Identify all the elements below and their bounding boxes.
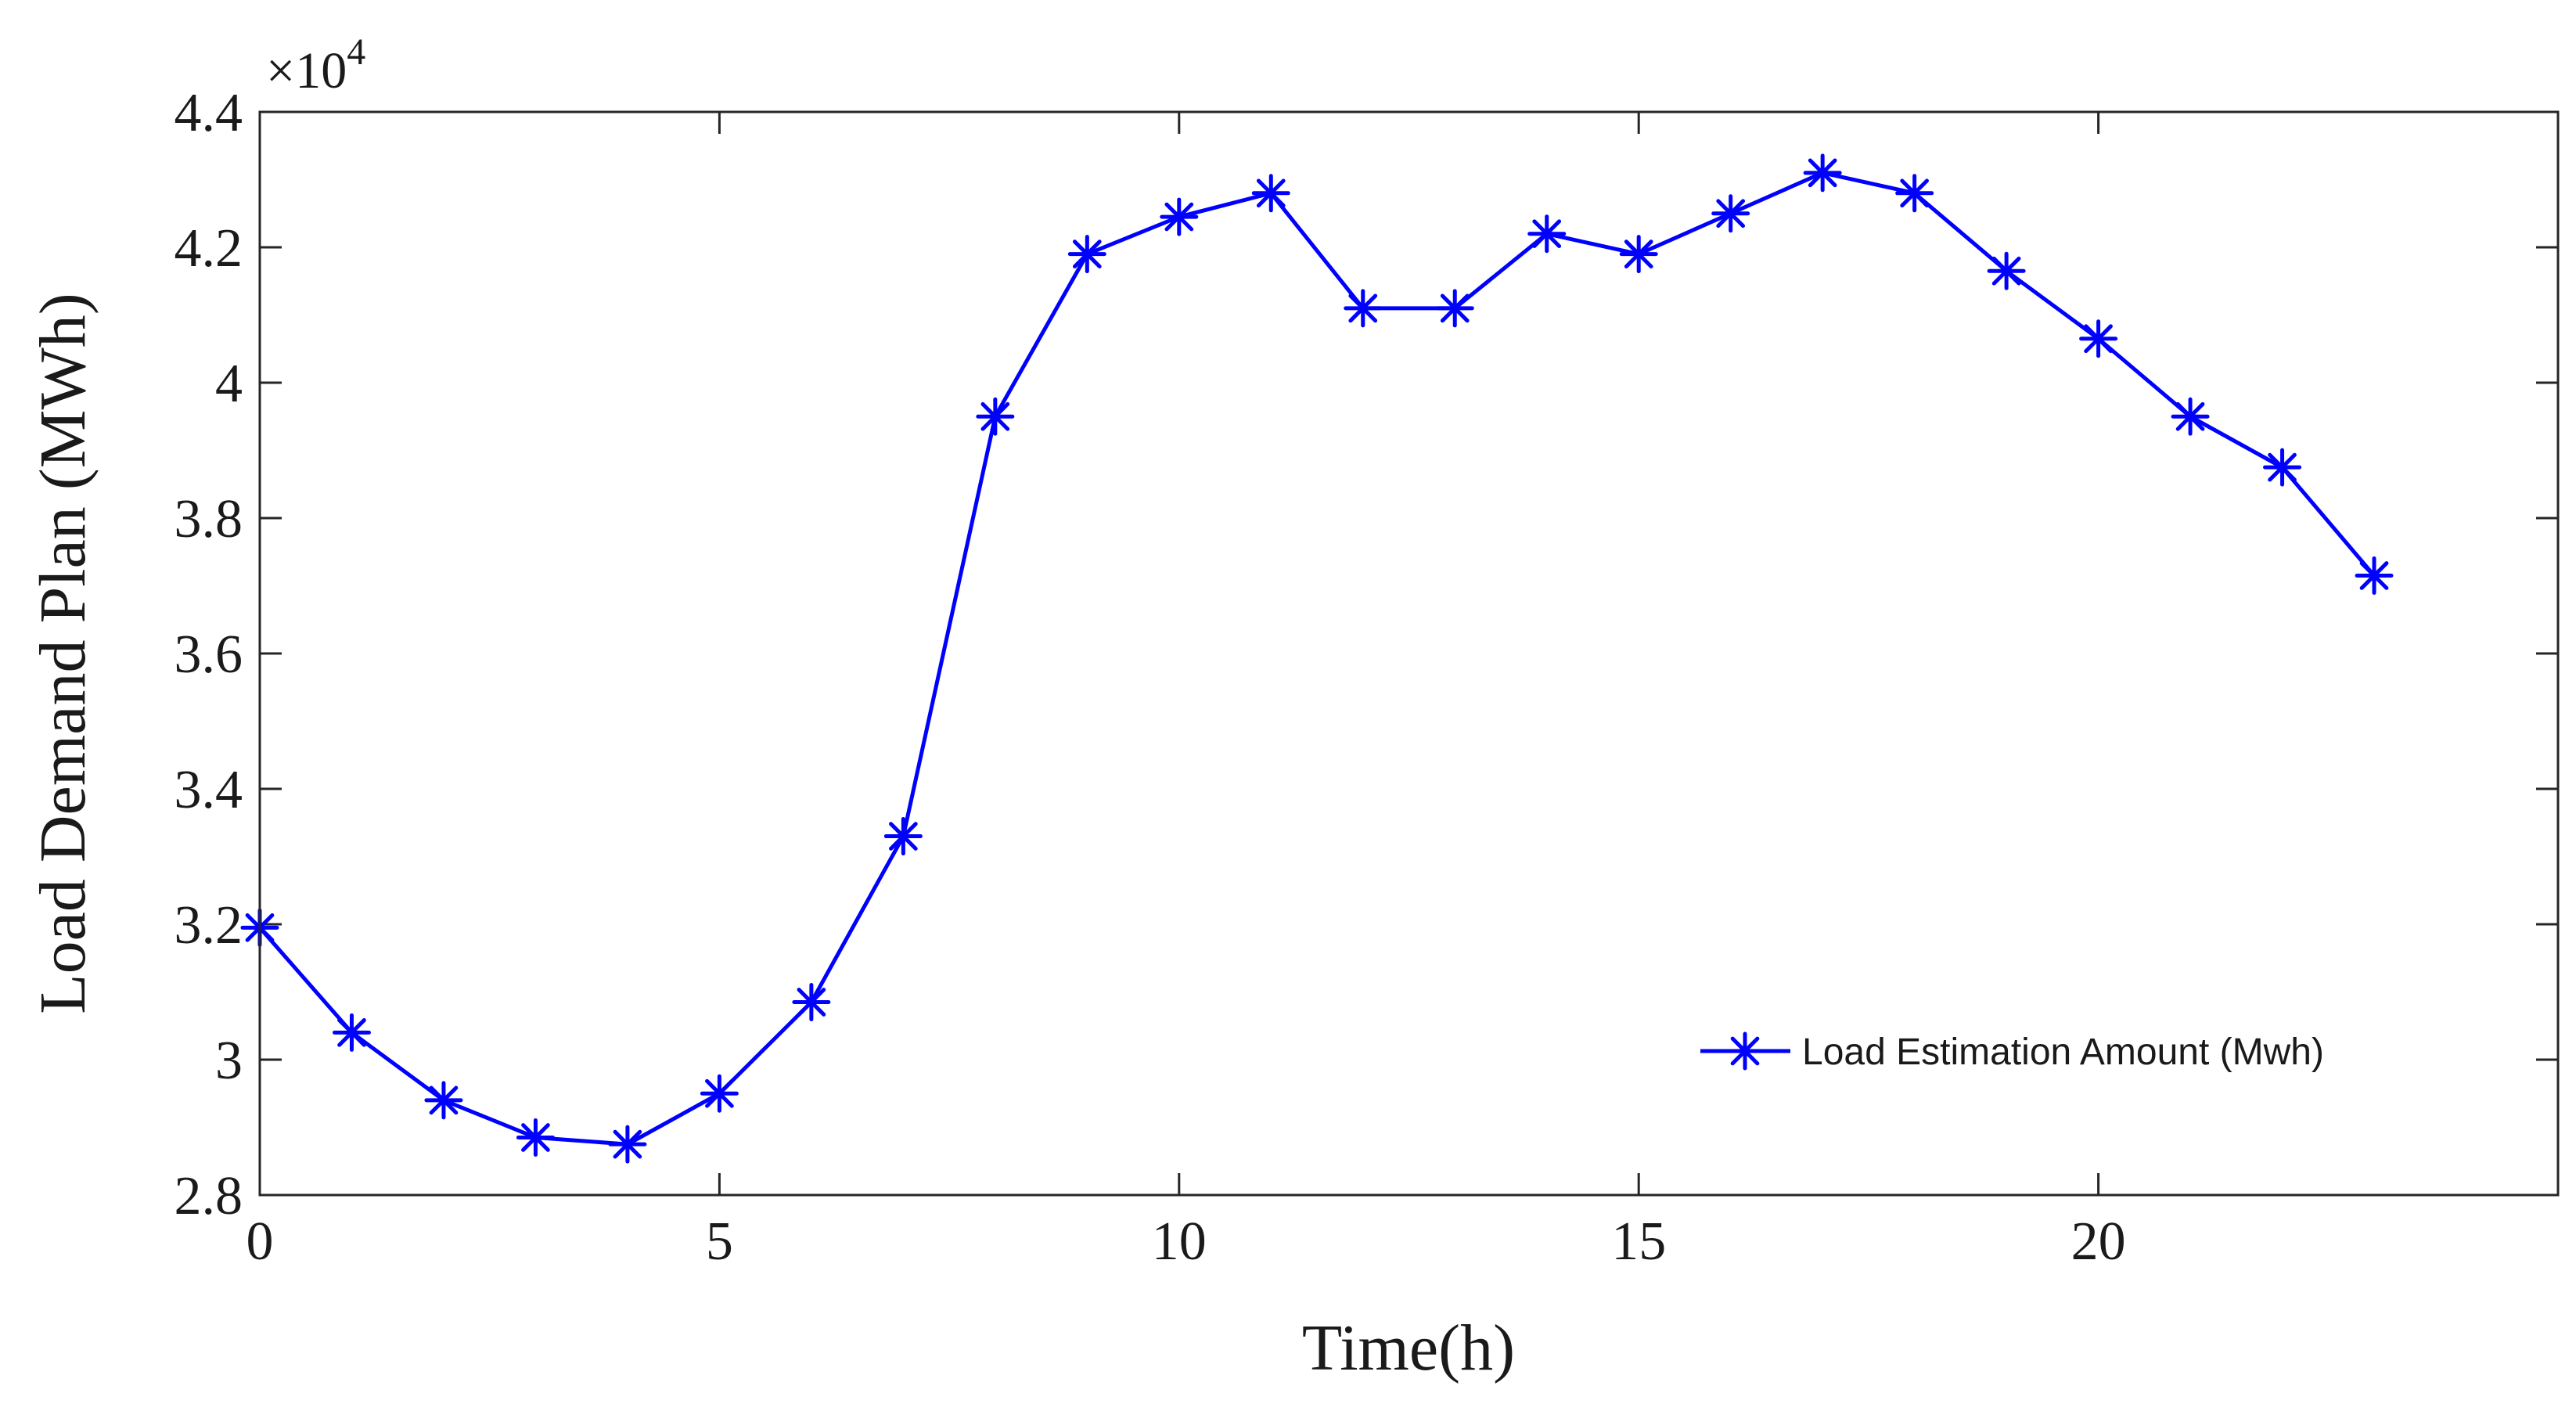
y-exponent-power: 4 — [347, 31, 365, 73]
marker-stroke — [2359, 561, 2389, 590]
y-tick-label: 3 — [215, 1031, 243, 1091]
plot-frame — [258, 110, 2560, 1197]
marker-stroke — [1730, 1036, 1760, 1066]
marker-stroke — [2084, 324, 2113, 354]
x-tick-label: 15 — [1611, 1211, 1666, 1272]
data-point — [1435, 289, 1474, 328]
marker-stroke — [1440, 293, 1470, 323]
marker-stroke — [1072, 239, 1102, 268]
x-tick-label: 0 — [246, 1211, 274, 1272]
x-tick-label: 10 — [1152, 1211, 1207, 1272]
legend-label: Load Estimation Amount (Mwh) — [1802, 1031, 2324, 1073]
data-point — [1160, 197, 1199, 236]
marker-stroke — [1256, 178, 1286, 208]
data-point — [608, 1125, 647, 1164]
legend: Load Estimation Amount (Mwh) — [1700, 1031, 2324, 1073]
y-tick-label: 4.2 — [174, 218, 243, 279]
y-tick-label: 2.8 — [174, 1166, 243, 1226]
x-axis-label: Time(h) — [1302, 1312, 1515, 1384]
marker-stroke — [1808, 158, 1837, 188]
data-point — [1895, 174, 1934, 213]
data-point — [2079, 319, 2118, 358]
x-axis: 0 5 10 15 20 — [246, 112, 2126, 1272]
marker-stroke — [705, 1078, 734, 1108]
marker-stroke — [1532, 219, 1562, 249]
y-tick-label: 4 — [215, 354, 243, 414]
marker-stroke — [797, 988, 826, 1017]
data-point — [2355, 556, 2394, 596]
data-point — [1251, 174, 1290, 213]
y-exponent-label: ×104 — [266, 31, 365, 99]
data-point — [332, 1013, 371, 1052]
marker-stroke — [1624, 239, 1653, 268]
y-tick-label: 3.6 — [174, 625, 243, 685]
marker-stroke — [1900, 178, 1929, 208]
y-tick-label: 3.2 — [174, 895, 243, 956]
data-point — [883, 817, 923, 856]
data-point — [2263, 448, 2302, 487]
marker-stroke — [613, 1129, 642, 1159]
data-point — [2171, 397, 2210, 436]
y-tick-label: 3.4 — [174, 760, 243, 820]
marker-stroke — [1348, 293, 1378, 323]
x-tick-label: 5 — [706, 1211, 733, 1272]
data-point — [516, 1118, 555, 1157]
marker-stroke — [889, 822, 918, 851]
y-tick-label: 4.4 — [174, 83, 243, 143]
marker-stroke — [429, 1085, 459, 1115]
y-exponent-base: ×10 — [266, 42, 347, 99]
y-tick-label: 3.8 — [174, 489, 243, 549]
data-point — [1067, 235, 1106, 274]
x-tick-label: 20 — [2071, 1211, 2126, 1272]
data-point — [1803, 153, 1842, 193]
data-point — [1987, 251, 2026, 290]
marker-stroke — [1716, 199, 1746, 229]
data-point — [1711, 194, 1750, 233]
data-point — [1527, 214, 1567, 254]
legend-marker-symbol — [1725, 1031, 1765, 1071]
marker-stroke — [2175, 401, 2205, 431]
data-point — [1619, 235, 1658, 274]
marker-stroke — [1164, 202, 1194, 232]
data-point — [792, 982, 831, 1021]
data-point — [976, 397, 1015, 436]
marker-stroke — [980, 401, 1010, 431]
marker-stroke — [2268, 452, 2297, 482]
marker-stroke — [1991, 256, 2021, 286]
data-point — [1344, 289, 1383, 328]
data-point — [700, 1074, 739, 1113]
marker-stroke — [521, 1123, 550, 1152]
marker-stroke — [337, 1018, 366, 1047]
y-axis-label: Load Demand Plan (MWh) — [27, 293, 99, 1013]
legend-marker — [1725, 1031, 1765, 1071]
data-point — [424, 1081, 463, 1120]
y-axis: 2.8 3 3.2 3.4 3.6 3.8 4 4.2 4.4 — [174, 83, 2558, 1226]
